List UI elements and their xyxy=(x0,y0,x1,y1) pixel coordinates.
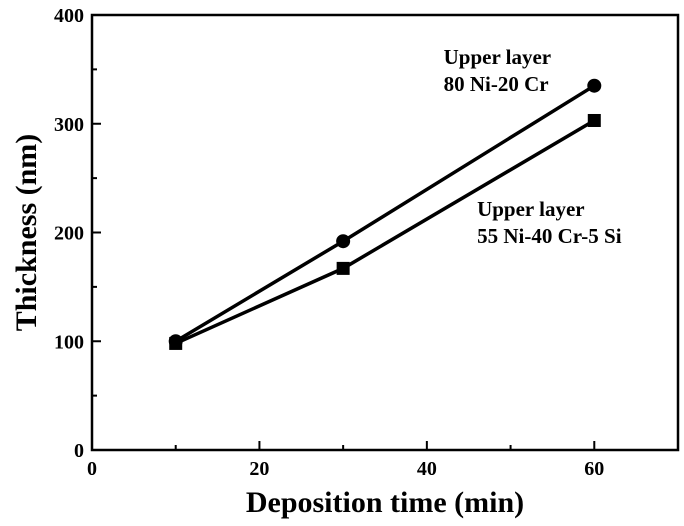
series-2 xyxy=(169,113,601,350)
data-point-circle xyxy=(587,78,602,93)
annotation-line: Upper layer xyxy=(477,197,585,221)
axis-ticks xyxy=(91,14,596,451)
y-tick-label: 300 xyxy=(54,114,84,136)
x-axis-title: Deposition time (min) xyxy=(246,486,524,519)
y-tick-label: 0 xyxy=(74,440,84,462)
y-axis-title: Thickness (nm) xyxy=(10,134,43,332)
annotation-line: 80 Ni-20 Cr xyxy=(444,72,549,96)
y-tick-label: 400 xyxy=(54,5,84,27)
y-tick-label: 100 xyxy=(54,331,84,353)
y-tick-label: 200 xyxy=(54,223,84,245)
annotation-2: Upper layer 55 Ni-40 Cr-5 Si xyxy=(477,197,622,248)
x-tick-label: 20 xyxy=(249,458,269,480)
annotation-line: 55 Ni-40 Cr-5 Si xyxy=(477,224,622,248)
data-point-square xyxy=(336,261,350,275)
plot-area xyxy=(168,78,602,350)
data-point-square xyxy=(587,113,601,127)
annotation-line: Upper layer xyxy=(444,45,552,69)
tick-labels: 0 20 40 60 0 100 200 300 400 xyxy=(54,5,604,480)
data-point-square xyxy=(169,336,183,350)
annotation-1: Upper layer 80 Ni-20 Cr xyxy=(444,45,552,96)
annotations: Upper layer 80 Ni-20 Cr Upper layer 55 Ni-4… xyxy=(444,45,622,248)
x-tick-label: 60 xyxy=(584,458,604,480)
x-tick-label: 40 xyxy=(417,458,437,480)
data-point-circle xyxy=(336,234,351,249)
x-tick-label: 0 xyxy=(87,458,97,480)
